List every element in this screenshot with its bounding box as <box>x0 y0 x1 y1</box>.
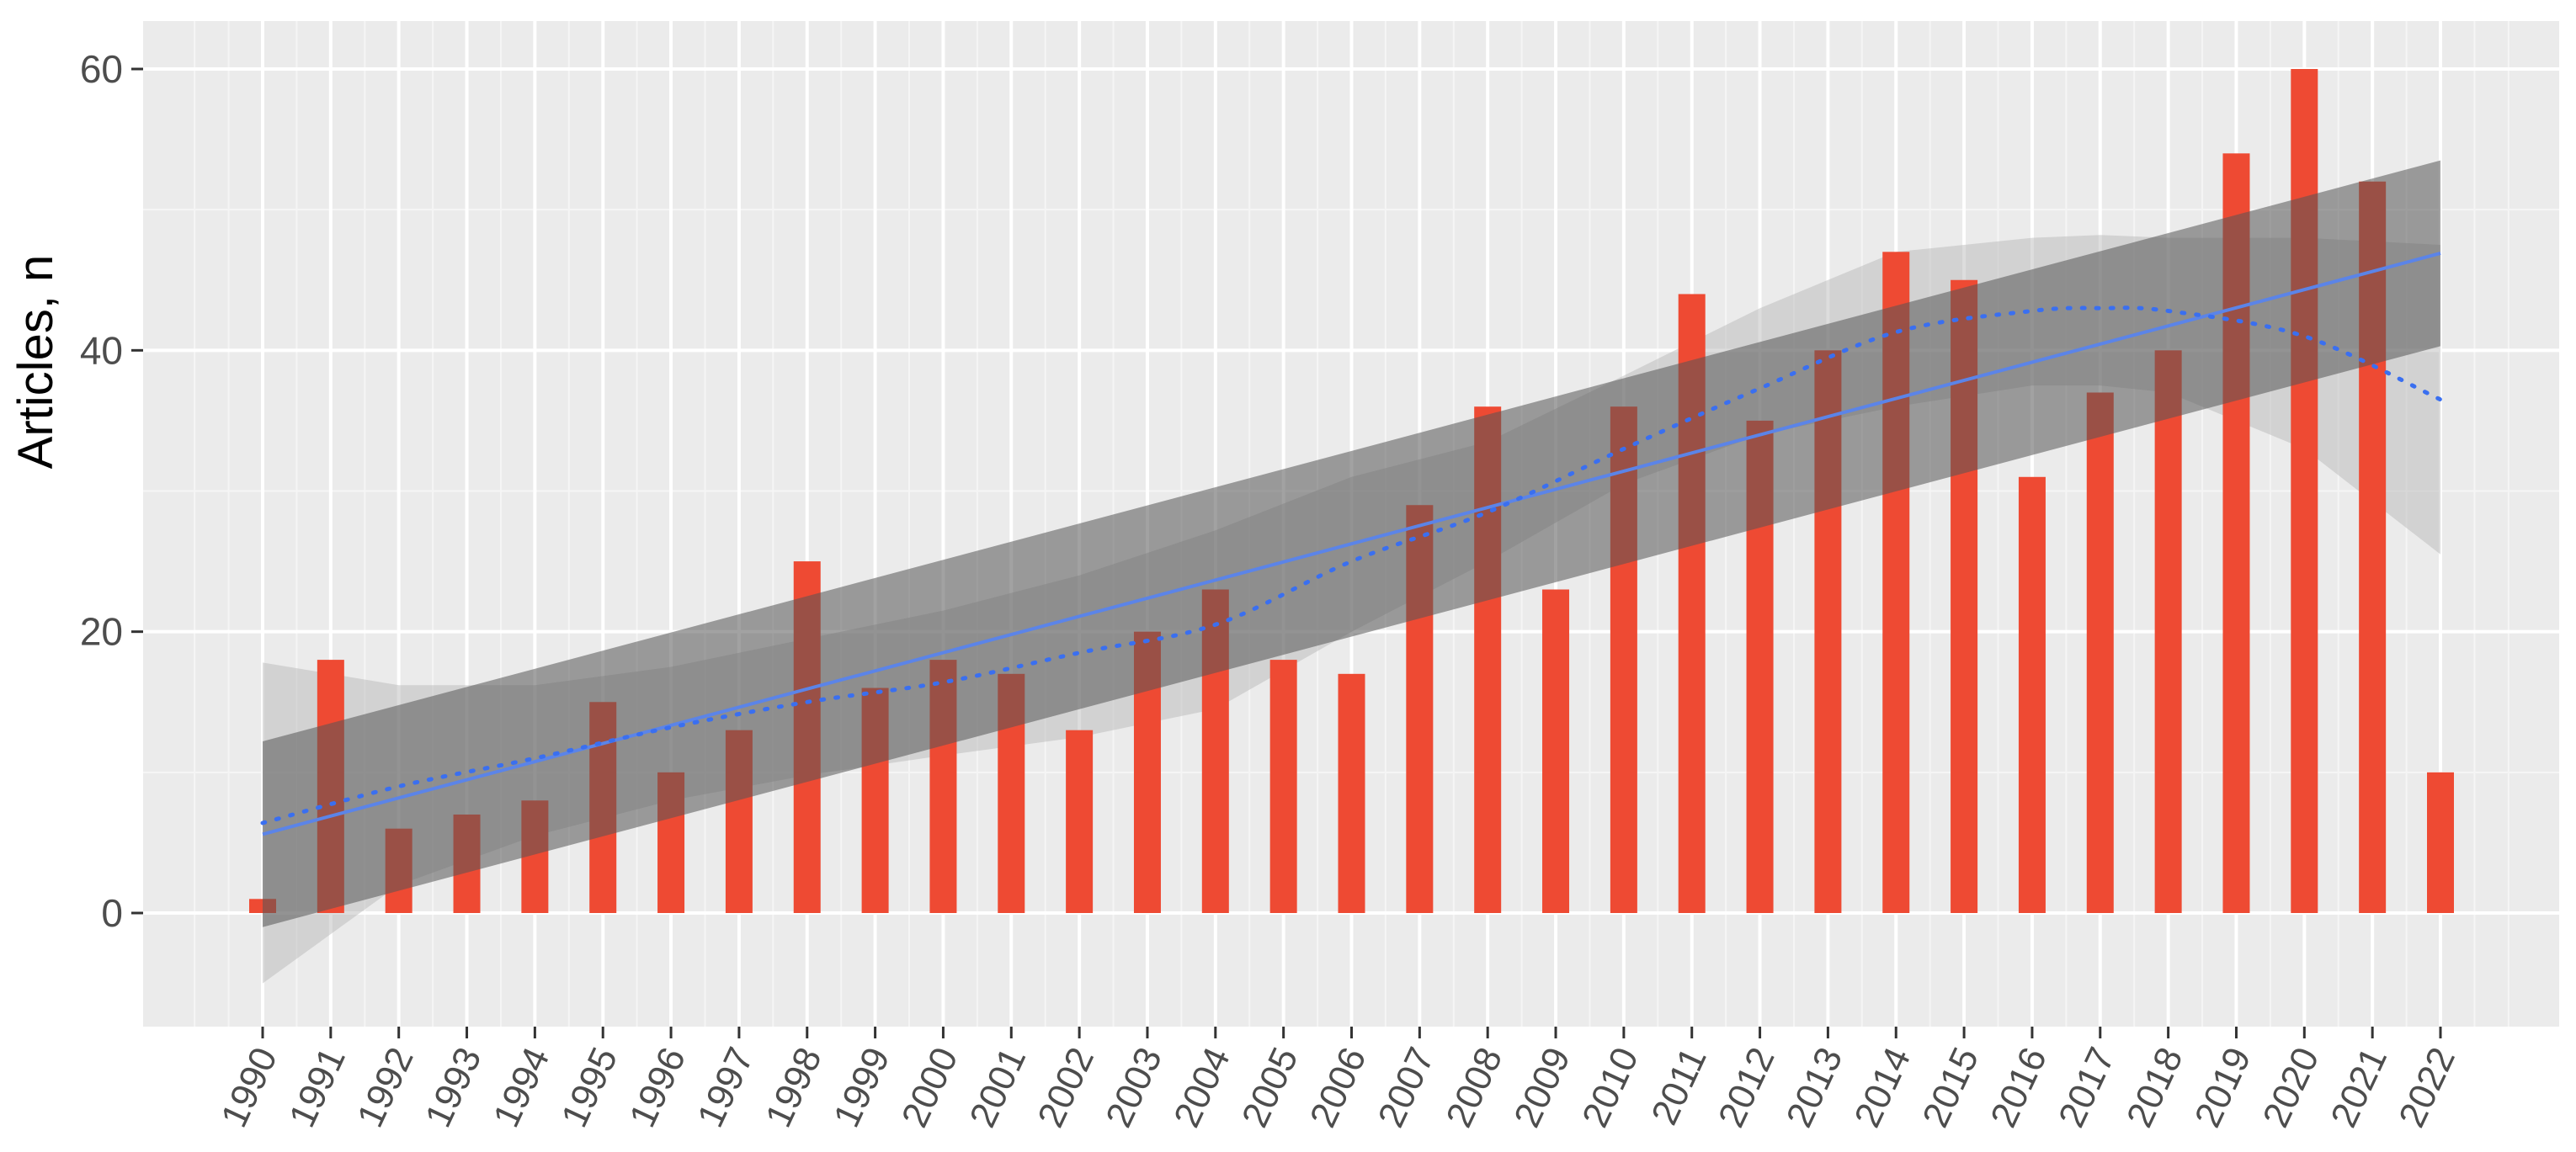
x-tick-label: 2004 <box>1166 1042 1238 1133</box>
x-tick-label: 1994 <box>486 1042 558 1133</box>
x-tick-label: 2016 <box>1983 1042 2055 1133</box>
bar-2006 <box>1338 673 1365 913</box>
x-tick-label: 2012 <box>1711 1042 1783 1133</box>
y-axis-title: Articles, n <box>8 255 63 470</box>
x-tick-label: 2006 <box>1302 1042 1375 1133</box>
x-tick-label: 1993 <box>418 1042 490 1133</box>
x-tick-label: 2009 <box>1506 1042 1578 1133</box>
x-tick-label: 2019 <box>2187 1042 2259 1133</box>
x-tick-label: 2020 <box>2255 1042 2328 1133</box>
bar-2005 <box>1269 660 1297 913</box>
x-tick-label: 2001 <box>962 1042 1035 1133</box>
x-tick-label: 2018 <box>2119 1042 2191 1133</box>
y-tick-label: 40 <box>80 328 123 372</box>
x-tick-label: 1995 <box>554 1042 626 1133</box>
smooth-fit-line <box>260 305 2443 826</box>
y-axis-ticks: 0 20 40 60 <box>80 47 143 935</box>
x-tick-label: 2014 <box>1847 1042 1919 1133</box>
x-tick-label: 2002 <box>1030 1042 1102 1133</box>
x-tick-label: 2010 <box>1574 1042 1647 1133</box>
x-tick-label: 2008 <box>1438 1042 1510 1133</box>
x-tick-label: 2000 <box>894 1042 966 1133</box>
x-axis-ticks: 1990199119921993199419951996199719981999… <box>213 1027 2463 1133</box>
x-tick-label: 2015 <box>1914 1042 1987 1133</box>
x-tick-label: 2003 <box>1098 1042 1170 1133</box>
fit-lines <box>260 252 2443 836</box>
x-tick-label: 2013 <box>1779 1042 1851 1133</box>
x-tick-label: 2022 <box>2391 1042 2463 1133</box>
x-tick-label: 2021 <box>2323 1042 2395 1133</box>
x-tick-label: 2005 <box>1234 1042 1307 1133</box>
x-tick-label: 1999 <box>826 1042 898 1133</box>
x-tick-label: 1992 <box>349 1042 422 1133</box>
bar-2009 <box>1542 589 1570 913</box>
x-tick-label: 2007 <box>1370 1042 1443 1133</box>
bar-2016 <box>2018 476 2046 913</box>
x-tick-label: 1991 <box>281 1042 354 1133</box>
x-tick-label: 1990 <box>213 1042 285 1133</box>
x-tick-label: 1996 <box>621 1042 694 1133</box>
x-tick-label: 1997 <box>689 1042 762 1133</box>
bar-2017 <box>2086 392 2114 913</box>
y-tick-label: 20 <box>80 610 123 654</box>
x-tick-label: 2017 <box>2051 1042 2123 1133</box>
bar-2022 <box>2427 772 2454 913</box>
y-tick-label: 0 <box>101 891 123 935</box>
x-tick-label: 2011 <box>1643 1042 1714 1131</box>
bar-2018 <box>2154 350 2182 913</box>
x-tick-label: 1998 <box>758 1042 830 1133</box>
y-tick-label: 60 <box>80 47 123 91</box>
bar-2002 <box>1066 730 1094 913</box>
